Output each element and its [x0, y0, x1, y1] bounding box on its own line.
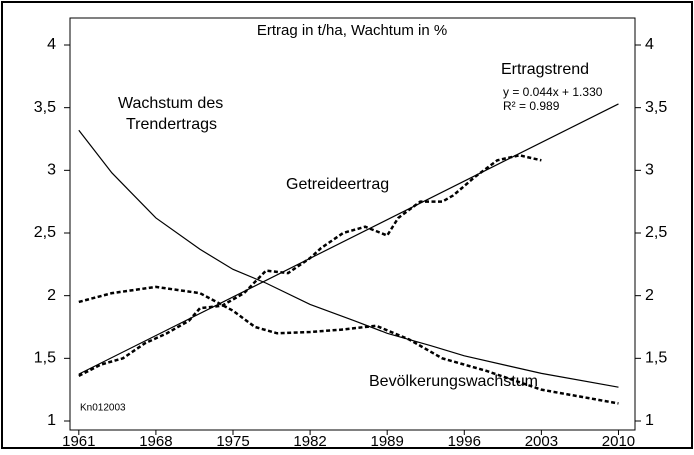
y2-tick-label: 1 — [645, 412, 654, 429]
x-tick-label: 1989 — [371, 433, 404, 450]
annotation: Ertragstrend — [501, 61, 589, 78]
series-line — [78, 154, 542, 377]
y2-tick-label: 3 — [645, 162, 654, 179]
y-tick-label: 3 — [47, 162, 56, 179]
plot-frame — [69, 17, 636, 431]
annotation: Kn012003 — [80, 403, 126, 414]
series-line — [78, 129, 619, 388]
y2-tick-label: 4 — [645, 36, 654, 53]
y2-tick-label: 2,5 — [645, 224, 667, 241]
y2-tick-label: 1,5 — [645, 350, 667, 367]
annotation: R² = 0.989 — [503, 99, 560, 113]
annotation: Trendertrags — [126, 116, 217, 133]
x-tick-label: 1968 — [139, 433, 172, 450]
chart-title: Ertrag in t/ha, Wachtum in % — [257, 22, 447, 39]
y2-tick-label: 2 — [645, 287, 654, 304]
x-tick-label: 2010 — [602, 433, 635, 450]
series-line — [78, 285, 619, 405]
y-tick-label: 3,5 — [34, 99, 56, 116]
annotation: y = 0.044x + 1.330 — [503, 85, 603, 99]
y-tick-label: 4 — [47, 36, 56, 53]
y-tick-label: 2 — [47, 287, 56, 304]
x-tick-label: 1982 — [293, 433, 326, 450]
x-tick-label: 1961 — [62, 433, 95, 450]
y-tick-label: 1,5 — [34, 350, 56, 367]
y-tick-label: 2,5 — [34, 224, 56, 241]
y2-tick-label: 3,5 — [645, 99, 667, 116]
y-tick-label: 1 — [47, 412, 56, 429]
annotation: Bevölkerungswachstum — [369, 373, 538, 390]
annotation: Wachstum des — [118, 95, 223, 112]
series-line — [78, 103, 619, 375]
x-tick-label: 2003 — [525, 433, 558, 450]
annotation: Getreideertrag — [286, 176, 389, 193]
x-tick-label: 1975 — [216, 433, 249, 450]
x-tick-label: 1996 — [448, 433, 481, 450]
